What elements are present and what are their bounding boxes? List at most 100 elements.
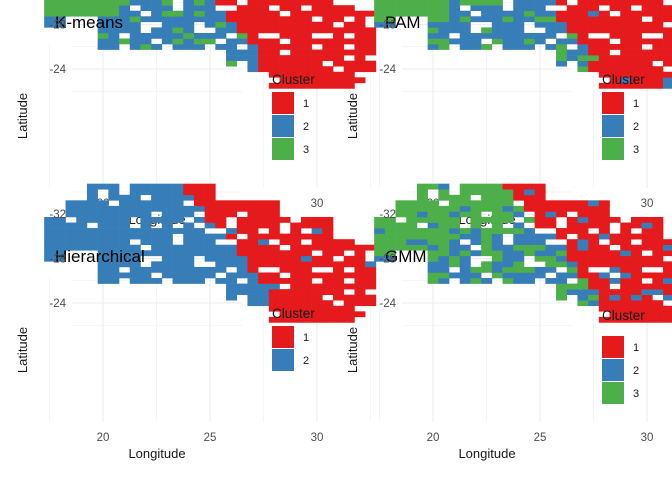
tile-cluster-1 bbox=[588, 211, 600, 218]
tile-cluster-1 bbox=[365, 283, 377, 290]
tile-cluster-3 bbox=[491, 189, 503, 196]
tile-cluster-1 bbox=[641, 21, 653, 28]
tile-cluster-2 bbox=[449, 228, 461, 234]
tile-cluster-1 bbox=[290, 38, 302, 45]
tile-cluster-2 bbox=[374, 255, 386, 262]
tile-cluster-2 bbox=[470, 228, 482, 234]
tile-cluster-3 bbox=[523, 250, 535, 257]
tile-cluster-1 bbox=[641, 66, 653, 73]
tile-cluster-2 bbox=[577, 49, 589, 56]
tile-cluster-1 bbox=[620, 60, 632, 67]
tile-cluster-1 bbox=[534, 216, 546, 223]
tile-cluster-2 bbox=[140, 222, 152, 229]
tile-cluster-2 bbox=[129, 205, 141, 212]
tile-cluster-3 bbox=[374, 244, 386, 251]
tile-cluster-2 bbox=[470, 16, 482, 23]
tile-cluster-2 bbox=[65, 211, 77, 218]
tile-cluster-1 bbox=[598, 205, 610, 212]
tile-cluster-1 bbox=[322, 300, 334, 307]
tile-cluster-1 bbox=[354, 38, 366, 45]
tile-cluster-2 bbox=[129, 211, 141, 218]
tile-cluster-1 bbox=[204, 200, 216, 207]
tile-cluster-1 bbox=[333, 250, 345, 257]
tile-cluster-2 bbox=[459, 10, 471, 17]
tile-cluster-1 bbox=[290, 266, 302, 273]
tile-cluster-1 bbox=[236, 239, 248, 246]
tile-cluster-1 bbox=[343, 71, 355, 78]
tile-cluster-1 bbox=[290, 294, 302, 301]
tile-cluster-2 bbox=[172, 250, 184, 257]
tile-cluster-3 bbox=[427, 5, 439, 12]
tile-cluster-2 bbox=[577, 294, 589, 301]
tile-cluster-2 bbox=[204, 16, 216, 23]
tile-cluster-1 bbox=[354, 283, 366, 290]
tile-cluster-1 bbox=[598, 250, 610, 257]
tile-cluster-2 bbox=[140, 278, 152, 284]
tile-cluster-2 bbox=[151, 200, 163, 207]
tile-cluster-3 bbox=[449, 222, 461, 229]
tile-cluster-1 bbox=[215, 0, 227, 6]
tile-cluster-3 bbox=[513, 228, 525, 234]
tile-cluster-2 bbox=[193, 205, 205, 212]
tile-cluster-1 bbox=[290, 71, 302, 78]
tile-cluster-2 bbox=[97, 250, 109, 257]
tile-cluster-1 bbox=[577, 250, 589, 257]
tile-cluster-1 bbox=[620, 244, 632, 251]
tile-cluster-3 bbox=[76, 10, 88, 17]
tile-cluster-2 bbox=[226, 294, 238, 301]
tile-cluster-1 bbox=[311, 261, 323, 268]
tile-cluster-2 bbox=[226, 228, 238, 234]
tile-cluster-3 bbox=[395, 233, 407, 240]
tile-cluster-2 bbox=[226, 278, 238, 284]
tile-cluster-3 bbox=[427, 272, 439, 279]
tile-cluster-1 bbox=[333, 10, 345, 17]
tile-cluster-3 bbox=[384, 16, 396, 23]
legend: Cluster 1 2 3 bbox=[602, 308, 645, 404]
tile-cluster-2 bbox=[470, 250, 482, 257]
tile-cluster-2 bbox=[545, 0, 557, 6]
tile-cluster-2 bbox=[193, 216, 205, 223]
tile-cluster-2 bbox=[502, 261, 514, 268]
tile-cluster-1 bbox=[204, 183, 216, 190]
tile-cluster-1 bbox=[322, 66, 334, 73]
x-tick-label: 30 bbox=[311, 432, 324, 444]
tile-cluster-1 bbox=[513, 189, 525, 196]
tile-cluster-2 bbox=[119, 21, 131, 28]
tile-cluster-3 bbox=[172, 38, 184, 45]
tile-cluster-2 bbox=[44, 244, 56, 251]
tile-cluster-1 bbox=[247, 0, 259, 6]
tile-cluster-3 bbox=[427, 216, 439, 223]
tile-cluster-2 bbox=[236, 289, 248, 295]
tile-cluster-1 bbox=[258, 21, 270, 28]
tile-cluster-2 bbox=[663, 244, 672, 251]
chart-title: GMM bbox=[385, 247, 427, 266]
tile-cluster-1 bbox=[577, 200, 589, 207]
tile-cluster-2 bbox=[151, 266, 163, 273]
tile-cluster-1 bbox=[577, 205, 589, 212]
tile-cluster-1 bbox=[354, 294, 366, 301]
tile-cluster-2 bbox=[172, 278, 184, 284]
tile-cluster-1 bbox=[566, 250, 578, 257]
tile-cluster-2 bbox=[193, 44, 205, 50]
tile-cluster-2 bbox=[247, 283, 259, 290]
tile-cluster-3 bbox=[534, 255, 546, 262]
tile-cluster-2 bbox=[598, 272, 610, 279]
tile-cluster-2 bbox=[54, 255, 66, 262]
tile-cluster-1 bbox=[204, 211, 216, 218]
tile-cluster-3 bbox=[374, 0, 386, 6]
tile-cluster-1 bbox=[652, 0, 664, 6]
tile-cluster-2 bbox=[300, 255, 312, 262]
tile-cluster-1 bbox=[566, 255, 578, 262]
tile-cluster-2 bbox=[183, 205, 195, 212]
tile-cluster-1 bbox=[609, 305, 621, 312]
tile-cluster-1 bbox=[322, 283, 334, 290]
y-tick-label: -24 bbox=[379, 64, 396, 76]
tile-cluster-1 bbox=[566, 216, 578, 223]
tile-cluster-1 bbox=[258, 0, 270, 6]
tile-cluster-1 bbox=[566, 27, 578, 34]
tile-cluster-1 bbox=[652, 233, 664, 240]
tile-cluster-1 bbox=[311, 289, 323, 295]
tile-cluster-2 bbox=[44, 239, 56, 246]
x-tick-label: 30 bbox=[641, 432, 654, 444]
